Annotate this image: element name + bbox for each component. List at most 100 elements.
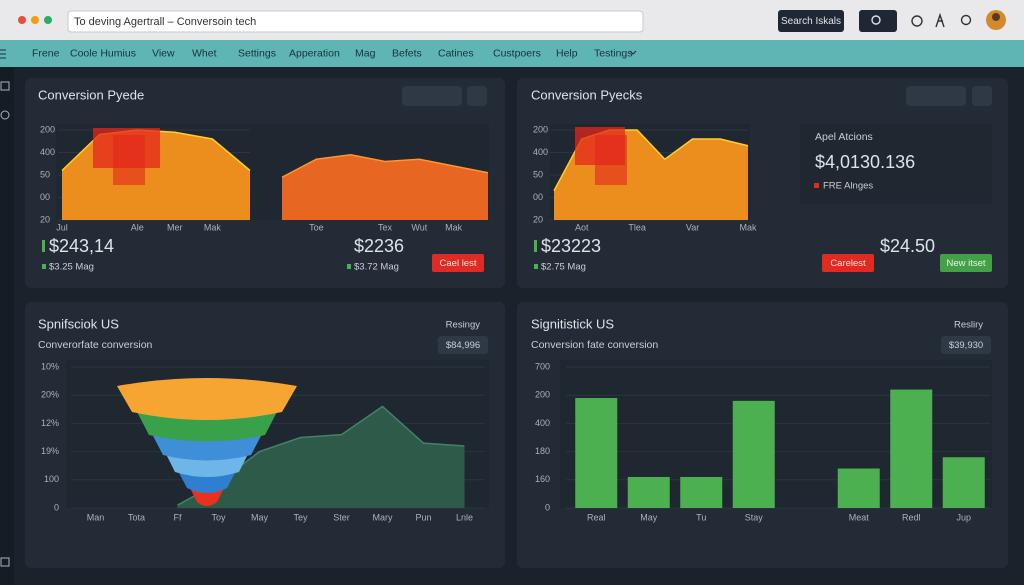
x-tick-label: Lnle: [456, 512, 473, 522]
menu-item[interactable]: Help: [556, 47, 578, 59]
icon-button[interactable]: [859, 10, 897, 32]
x-tick-label: Ff: [174, 512, 182, 522]
window-min[interactable]: [31, 16, 39, 24]
bar: [680, 476, 723, 508]
stat-sub: $2.75 Mag: [541, 262, 586, 273]
x-tick-label: Ster: [333, 512, 350, 522]
x-tick-label: Stay: [745, 512, 764, 522]
panel-menu[interactable]: [972, 86, 992, 106]
y-tick-label: 180: [535, 446, 550, 456]
stat-value: $24.50: [880, 236, 935, 256]
x-tick-label: Pun: [415, 512, 431, 522]
panel-subtitle: Conversion fate conversion: [531, 339, 658, 351]
area: [177, 406, 465, 508]
x-tick-label: Meat: [849, 512, 870, 522]
x-tick-label: Jup: [956, 512, 971, 522]
badge: [438, 336, 488, 354]
icon[interactable]: [911, 15, 923, 27]
y-tick-label: 200: [40, 124, 55, 134]
menu-item[interactable]: Catines: [438, 47, 474, 59]
badge: [941, 336, 991, 354]
stat-marker: [534, 264, 538, 269]
y-tick-label: 200: [533, 124, 548, 134]
avatar-face: [992, 13, 1000, 21]
x-tick-label: Tota: [128, 512, 145, 522]
side-icon[interactable]: [0, 557, 10, 567]
y-tick-label: 10%: [41, 361, 59, 371]
y-tick-label: 00: [533, 192, 543, 202]
y-tick-label: 50: [40, 169, 50, 179]
menu-bar: [0, 40, 1024, 67]
y-tick-label: 19%: [41, 446, 59, 456]
menu-item[interactable]: Mag: [355, 47, 376, 59]
menu-item[interactable]: Frene: [32, 47, 60, 59]
x-tick-label: Redl: [902, 512, 921, 522]
x-tick-label: May: [251, 512, 269, 522]
y-tick-label: 50: [533, 169, 543, 179]
heat-overlay: [113, 135, 145, 185]
icon[interactable]: [935, 12, 945, 28]
badge-text: $84,996: [446, 340, 480, 351]
x-tick-label: Mak: [739, 222, 757, 232]
search-icon: [871, 15, 881, 25]
x-tick-label: Aot: [575, 222, 589, 232]
button[interactable]: [432, 254, 484, 272]
menu-item[interactable]: Coole Humius: [70, 47, 136, 59]
y-tick-label: 400: [533, 147, 548, 157]
x-tick-label: Tu: [696, 512, 706, 522]
panel-tools[interactable]: [402, 86, 462, 106]
menu-item[interactable]: Whet: [192, 47, 217, 59]
x-tick-label: May: [640, 512, 658, 522]
x-tick-label: Mak: [204, 222, 222, 232]
menu-item[interactable]: View: [152, 47, 175, 59]
x-tick-label: Tlea: [628, 222, 646, 232]
y-tick-label: 400: [40, 147, 55, 157]
x-tick-label: Mak: [445, 222, 463, 232]
bar: [732, 400, 775, 508]
y-tick-label: 160: [535, 474, 550, 484]
y-tick-label: 700: [535, 361, 550, 371]
button[interactable]: [822, 254, 874, 272]
bar: [837, 468, 880, 508]
stat-value: $2236: [354, 236, 404, 256]
heat-overlay: [595, 135, 627, 185]
stat-value: $23223: [541, 236, 601, 256]
bar: [575, 398, 618, 508]
menu-item[interactable]: Settings: [238, 47, 276, 59]
button-text: Cael lest: [440, 258, 477, 269]
x-tick-label: Toy: [211, 512, 226, 522]
funnel-layer: [117, 378, 297, 420]
search-button-text: Search Iskals: [781, 16, 841, 27]
window-close[interactable]: [18, 16, 26, 24]
panel-title: Conversion Pyede: [38, 87, 144, 102]
x-tick-label: Mer: [167, 222, 183, 232]
button[interactable]: [940, 254, 992, 272]
card-title: Apel Atcions: [815, 131, 873, 143]
menu-item[interactable]: Apperation: [289, 47, 340, 59]
card-bg: [800, 124, 992, 204]
window-max[interactable]: [44, 16, 52, 24]
panel-title: Signitistick US: [531, 316, 614, 331]
panel-label: Resliry: [954, 320, 983, 331]
address-text: To deving Agertrall – Conversoin tech: [74, 16, 256, 28]
funnel: [117, 378, 297, 506]
search-button[interactable]: [778, 10, 844, 32]
menu-item[interactable]: Befets: [392, 47, 422, 59]
menu-item[interactable]: Custpoers: [493, 47, 541, 59]
area-line: [281, 153, 489, 178]
hamburger[interactable]: [0, 49, 6, 59]
panel-label: Resingy: [446, 320, 481, 331]
side-icon[interactable]: [0, 110, 10, 120]
x-tick-label: Real: [587, 512, 606, 522]
panel-tools[interactable]: [906, 86, 966, 106]
panel-menu[interactable]: [467, 86, 487, 106]
menu-item[interactable]: Testings: [594, 47, 633, 59]
address-bar[interactable]: [67, 10, 644, 33]
icon[interactable]: [960, 14, 972, 26]
bar: [942, 457, 985, 508]
side-icon[interactable]: [0, 81, 10, 91]
y-tick-label: 200: [535, 390, 550, 400]
stat-value: $243,14: [49, 236, 114, 256]
stat-marker: [347, 264, 351, 269]
